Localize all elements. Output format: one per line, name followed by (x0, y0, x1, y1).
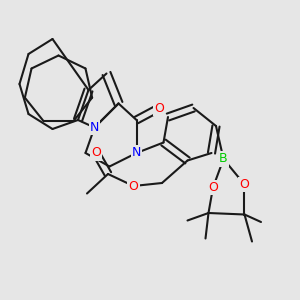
Text: O: O (91, 146, 101, 160)
Text: O: O (154, 101, 164, 115)
Text: O: O (129, 179, 138, 193)
Text: B: B (219, 152, 228, 166)
Text: O: O (240, 178, 249, 191)
Text: N: N (132, 146, 141, 160)
Text: O: O (208, 181, 218, 194)
Text: N: N (90, 121, 99, 134)
